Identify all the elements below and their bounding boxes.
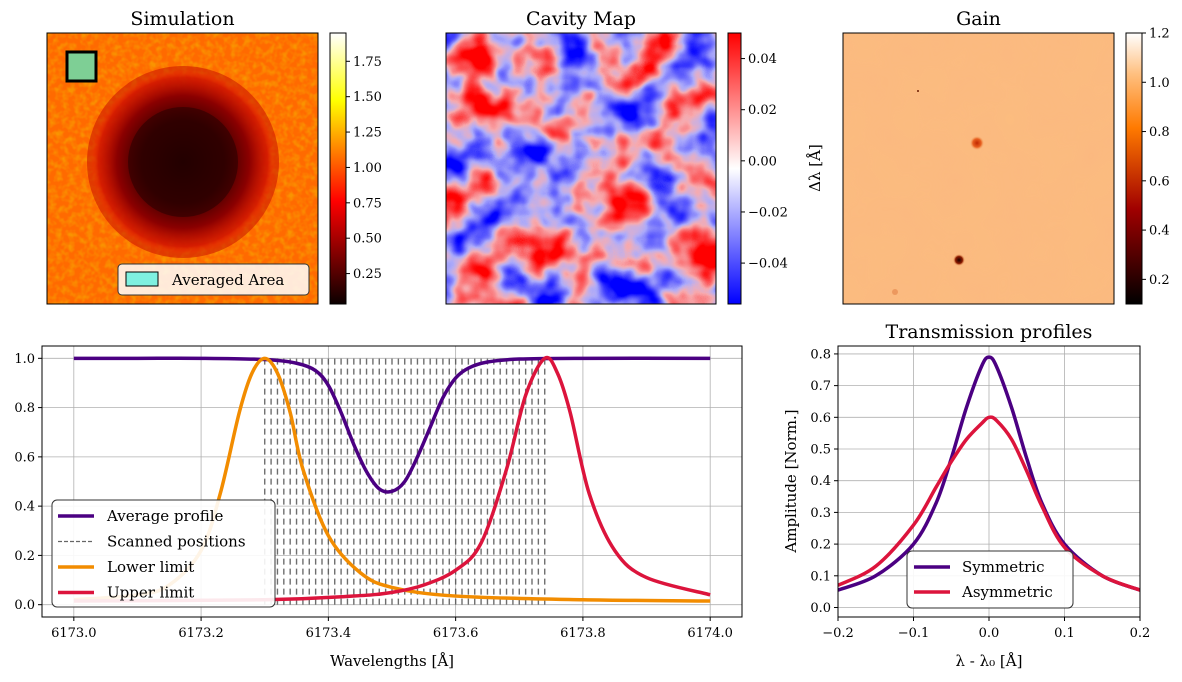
simulation-colorbar-tick-label: 0.50 bbox=[353, 232, 382, 247]
transmission-y-tick-label: 0.7 bbox=[810, 379, 831, 394]
profiles-y-tick-label: 0.4 bbox=[14, 500, 35, 515]
profiles-x-tick-label: 6173.8 bbox=[560, 626, 606, 641]
profiles-y-tick-label: 0.2 bbox=[14, 549, 35, 564]
simulation-colorbar-tick-label: 1.50 bbox=[353, 90, 382, 105]
simulation-title: Simulation bbox=[130, 8, 234, 30]
series-average-profile bbox=[73, 356, 711, 494]
profiles-axes-frame bbox=[41, 345, 743, 618]
gain-colorbar-tick-label: 0.6 bbox=[1149, 174, 1170, 189]
transmission-title: Transmission profiles bbox=[886, 321, 1093, 343]
transmission-y-label: Amplitude [Norm.] bbox=[782, 409, 800, 553]
transmission-y-tick-label: 0.6 bbox=[810, 411, 831, 426]
simulation-colorbar-tick-label: 0.75 bbox=[353, 196, 382, 211]
transmission-x-tick-label: 0.2 bbox=[1130, 626, 1151, 641]
transmission-y-tick-label: 0.1 bbox=[810, 569, 831, 584]
transmission-x-tick-label: −0.2 bbox=[822, 626, 854, 641]
profiles-x-tick-label: 6173.2 bbox=[178, 626, 224, 641]
gain-title: Gain bbox=[956, 8, 1001, 30]
simulation-colorbar: 1.75 1.50 1.25 1.00 0.75 0.50 0.25 bbox=[329, 32, 382, 305]
cavity-title: Cavity Map bbox=[526, 8, 636, 30]
cavity-colorbar-tick-label: −0.04 bbox=[748, 257, 788, 272]
gain-colorbar: 1.2 1.0 0.8 0.6 0.4 0.2 bbox=[1125, 27, 1170, 305]
transmission-x-tick-label: −0.1 bbox=[898, 626, 930, 641]
gain-colorbar-tick-label: 0.4 bbox=[1149, 224, 1170, 239]
transmission-x-tick-label: 0.0 bbox=[979, 626, 1000, 641]
profiles-y-tick-label: 0.0 bbox=[14, 598, 35, 613]
profiles-y-ticks: 0.0 0.2 0.4 0.6 0.8 1.0 bbox=[14, 352, 42, 613]
gain-image bbox=[843, 33, 1114, 304]
profiles-legend: Average profile Scanned positions Lower li… bbox=[51, 499, 276, 608]
cavity-colorbar: 0.04 0.02 0.00 −0.02 −0.04 bbox=[727, 32, 788, 305]
cavity-colorbar-tick-label: 0.02 bbox=[748, 103, 777, 118]
profiles-y-tick-label: 1.0 bbox=[14, 352, 35, 367]
profiles-x-tick-label: 6174.0 bbox=[687, 626, 733, 641]
transmission-x-label: λ - λ₀ [Å] bbox=[956, 652, 1023, 670]
legend-label-scanned-positions: Scanned positions bbox=[107, 533, 246, 551]
averaged-area-box bbox=[65, 50, 98, 83]
cavity-colorbar-tick-label: 0.04 bbox=[748, 52, 777, 67]
cavity-image bbox=[446, 33, 716, 304]
transmission-legend: Symmetric Asymmetric bbox=[906, 550, 1074, 609]
legend-swatch-averaged-area bbox=[125, 271, 159, 287]
cavity-colorbar-tick-label: −0.02 bbox=[748, 205, 788, 220]
transmission-y-tick-label: 0.0 bbox=[810, 601, 831, 616]
legend-label-symmetric: Symmetric bbox=[962, 558, 1044, 576]
transmission-y-tick-label: 0.2 bbox=[810, 538, 831, 553]
profiles-y-tick-label: 0.8 bbox=[14, 401, 35, 416]
gain-colorbar-tick-label: 0.2 bbox=[1149, 273, 1170, 288]
legend-label-average-profile: Average profile bbox=[106, 507, 224, 525]
transmission-y-ticks: 0.0 0.1 0.2 0.3 0.4 0.5 0.6 0.7 0.8 bbox=[810, 347, 838, 616]
profiles-y-tick-label: 0.6 bbox=[14, 450, 35, 465]
legend-label-lower-limit: Lower limit bbox=[107, 558, 194, 576]
cavity-panel: Cavity Map 0.04 0.02 0.00 −0.02 −0.04 Δλ [Å] bbox=[445, 8, 824, 305]
legend-label-averaged-area: Averaged Area bbox=[171, 271, 284, 289]
simulation-colorbar-tick-label: 1.25 bbox=[353, 126, 382, 141]
transmission-chart: Transmission profiles −0.2 −0.1 0.0 0.1 0.2 … bbox=[782, 321, 1150, 670]
cavity-colorbar-tick-label: 0.00 bbox=[748, 154, 777, 169]
gain-panel: Gain 1.2 1.0 0.8 0.6 0.4 0.2 bbox=[842, 8, 1170, 305]
profiles-x-tick-label: 6173.4 bbox=[306, 626, 352, 641]
transmission-series bbox=[838, 355, 1140, 592]
transmission-x-ticks: −0.2 −0.1 0.0 0.1 0.2 bbox=[822, 617, 1150, 641]
simulation-colorbar-tick-label: 0.25 bbox=[353, 267, 382, 282]
series-upper-limit bbox=[73, 355, 711, 603]
cavity-colorbar-label: Δλ [Å] bbox=[806, 144, 824, 192]
transmission-x-tick-label: 0.1 bbox=[1054, 626, 1075, 641]
profiles-x-label: Wavelengths [Å] bbox=[330, 652, 454, 670]
gain-colorbar-tick-label: 0.8 bbox=[1149, 125, 1170, 140]
profiles-x-tick-label: 6173.6 bbox=[433, 626, 479, 641]
profiles-chart: 6173.0 6173.2 6173.4 6173.6 6173.8 6174.0 0.0… bbox=[14, 345, 743, 670]
profiles-x-tick-label: 6173.0 bbox=[51, 626, 97, 641]
gain-colorbar-tick-label: 1.0 bbox=[1149, 76, 1170, 91]
legend-label-upper-limit: Upper limit bbox=[107, 584, 194, 602]
series-asymmetric bbox=[838, 415, 1140, 592]
simulation-panel: Simulation Averaged Area 1.75 1.50 1.25 1.0… bbox=[46, 8, 382, 305]
transmission-y-tick-label: 0.5 bbox=[810, 443, 831, 458]
gain-colorbar-tick-label: 1.2 bbox=[1149, 27, 1170, 42]
simulation-colorbar-tick-label: 1.00 bbox=[353, 161, 382, 176]
transmission-y-tick-label: 0.4 bbox=[810, 474, 831, 489]
transmission-y-tick-label: 0.8 bbox=[810, 347, 831, 362]
transmission-y-tick-label: 0.3 bbox=[810, 506, 831, 521]
profiles-x-ticks: 6173.0 6173.2 6173.4 6173.6 6173.8 6174.0 bbox=[51, 617, 733, 641]
simulation-colorbar-tick-label: 1.75 bbox=[353, 55, 382, 70]
legend-label-asymmetric: Asymmetric bbox=[961, 583, 1053, 601]
simulation-legend: Averaged Area bbox=[117, 263, 310, 296]
